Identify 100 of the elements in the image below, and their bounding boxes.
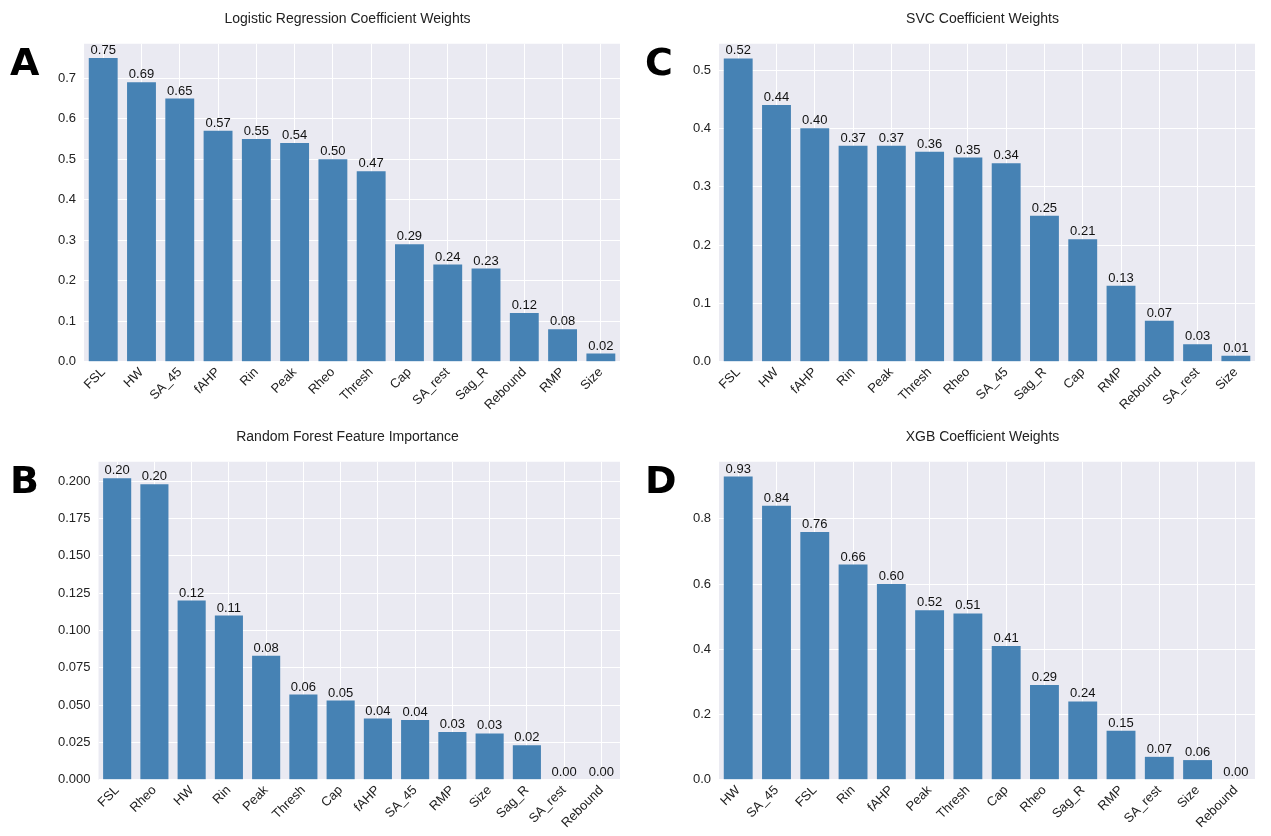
bar — [363, 718, 392, 780]
data-label: 0.52 — [916, 594, 943, 610]
bar — [1068, 239, 1098, 362]
bar — [838, 564, 868, 780]
data-label: 0.07 — [1146, 740, 1172, 756]
data-label: 0.76 — [802, 515, 828, 531]
data-label: 0.34 — [993, 147, 1019, 163]
data-label: 0.37 — [878, 129, 904, 145]
x-tick-label: HW — [755, 363, 782, 391]
bar — [318, 159, 348, 362]
data-label: 0.65 — [167, 82, 193, 98]
bar — [876, 584, 906, 780]
y-tick-label: 0.1 — [57, 312, 77, 328]
y-tick-label: 0.175 — [57, 510, 91, 526]
bar — [586, 353, 616, 362]
bar — [915, 610, 945, 780]
x-tick-label: Rin — [833, 782, 858, 807]
y-tick-label: 0.4 — [57, 191, 77, 207]
data-label: 0.04 — [402, 704, 428, 720]
chart-title: Logistic Regression Coefficient Weights — [223, 10, 472, 26]
y-tick-label: 0.8 — [692, 510, 712, 526]
x-tick-label: FSL — [94, 782, 122, 810]
data-label: 0.24 — [435, 248, 461, 264]
data-label: 0.75 — [90, 42, 116, 58]
y-tick-label: 0.0 — [692, 771, 712, 787]
y-tick-label: 0.3 — [692, 178, 712, 194]
bar — [512, 745, 541, 780]
bar — [165, 98, 195, 362]
data-label: 0.37 — [840, 129, 866, 145]
text: B — [10, 458, 39, 502]
data-label: 0.21 — [1070, 223, 1096, 239]
data-label: 0.47 — [358, 155, 384, 171]
bar — [509, 313, 539, 362]
data-label: 0.84 — [763, 489, 790, 505]
y-tick-label: 0.2 — [57, 272, 77, 288]
x-tick-label: Cap — [1059, 364, 1088, 392]
y-tick-label: 0.7 — [57, 69, 77, 85]
data-label: 0.06 — [290, 678, 317, 694]
data-label: 0.20 — [141, 468, 168, 484]
bar — [471, 268, 501, 362]
y-tick-label: 0.3 — [57, 231, 77, 247]
x-tick-label: Cap — [983, 782, 1011, 810]
bar — [356, 171, 386, 362]
y-tick-label: 0.5 — [692, 61, 712, 77]
bar — [1106, 730, 1136, 780]
data-label: 0.04 — [365, 702, 391, 718]
data-label: 0.12 — [511, 297, 537, 313]
data-label: 0.29 — [396, 228, 423, 244]
data-label: 0.05 — [327, 684, 354, 700]
y-tick-label: 0.4 — [692, 640, 712, 656]
chart-title: Random Forest Feature Importance — [235, 428, 460, 444]
x-tick-label: HW — [120, 363, 147, 391]
text: C — [645, 40, 673, 84]
data-label: 0.03 — [476, 717, 503, 733]
bar — [214, 615, 243, 780]
bar — [475, 733, 504, 780]
bar — [241, 138, 271, 362]
data-label: 0.36 — [916, 135, 943, 151]
data-label: 0.60 — [878, 568, 904, 584]
bar — [140, 484, 169, 780]
bar — [177, 600, 206, 780]
data-label: 0.69 — [128, 66, 155, 82]
x-tick-label: Rin — [209, 782, 234, 807]
data-label: 0.29 — [1031, 669, 1058, 685]
y-tick-label: 0.0 — [57, 353, 77, 369]
bar — [88, 57, 118, 362]
y-tick-label: 0.4 — [692, 119, 712, 135]
data-label: 0.06 — [1184, 744, 1211, 760]
chart-title: SVC Coefficient Weights — [905, 10, 1060, 26]
data-label: 0.08 — [549, 313, 576, 329]
data-label: 0.40 — [802, 112, 828, 128]
x-tick-label: Size — [1212, 364, 1241, 393]
x-tick-label: Rin — [236, 364, 261, 389]
data-label: 0.93 — [725, 460, 751, 476]
y-tick-label: 0.1 — [692, 294, 712, 310]
x-tick-label: HW — [170, 781, 197, 809]
data-label: 0.02 — [514, 729, 540, 745]
data-label: 0.44 — [763, 89, 790, 105]
x-tick-label: Cap — [386, 364, 415, 392]
x-tick-label: FSL — [80, 364, 108, 392]
data-label: 0.03 — [1184, 328, 1211, 344]
text: A — [10, 40, 40, 84]
data-label: 0.15 — [1108, 714, 1134, 730]
y-tick-label: 0.6 — [57, 110, 77, 126]
y-tick-label: 0.200 — [57, 472, 91, 488]
y-tick-label: 0.0 — [692, 353, 712, 369]
y-tick-label: 0.2 — [692, 706, 712, 722]
data-label: 0.35 — [955, 141, 981, 157]
y-tick-label: 0.025 — [57, 733, 91, 749]
data-label: 0.02 — [588, 337, 614, 353]
x-tick-label: Cap — [317, 782, 346, 810]
bar — [800, 531, 830, 780]
x-tick-label: Size — [577, 364, 606, 393]
x-tick-label: HW — [716, 781, 744, 809]
bar — [433, 264, 463, 362]
bar — [953, 613, 983, 780]
data-label: 0.54 — [281, 127, 308, 143]
y-tick-label: 0.150 — [57, 547, 91, 563]
chart-title: XGB Coefficient Weights — [904, 428, 1061, 444]
text: D — [645, 458, 677, 502]
